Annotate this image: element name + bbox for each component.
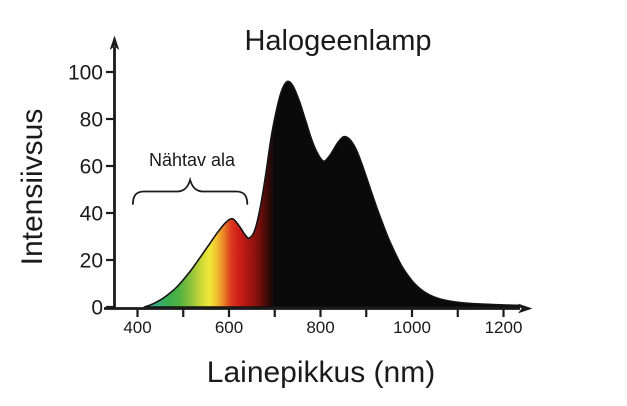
y-axis-ticks: 0 20 40 60 80 100: [68, 62, 115, 320]
y-tick-label: 100: [68, 62, 103, 85]
x-tick-label: 800: [306, 318, 334, 337]
x-axis-ticks: 400 600 800 1000 1200: [123, 308, 523, 337]
axes: 400 600 800 1000 1200 0 20 40 60 80 100: [68, 35, 533, 337]
y-tick-label: 0: [91, 297, 103, 320]
y-tick-label: 40: [80, 203, 103, 226]
x-axis-arrow-icon: [518, 303, 533, 314]
x-axis-label: Lainepikkus (nm): [207, 356, 435, 389]
x-tick-label: 1000: [393, 318, 431, 337]
x-tick-label: 600: [215, 318, 243, 337]
visible-area-label: Nähtav ala: [149, 150, 236, 170]
x-tick-label: 400: [123, 318, 151, 337]
chart-title: Halogeenlamp: [244, 25, 431, 57]
y-axis-label: Intensiivsus: [16, 109, 49, 266]
x-tick-label: 1200: [485, 318, 523, 337]
y-tick-label: 80: [80, 109, 103, 132]
visible-area-brace-icon: [132, 176, 249, 205]
y-tick-label: 20: [80, 250, 103, 273]
spectrum-curve: [143, 80, 522, 308]
y-tick-label: 60: [80, 156, 103, 179]
y-axis-arrow-icon: [109, 35, 120, 50]
